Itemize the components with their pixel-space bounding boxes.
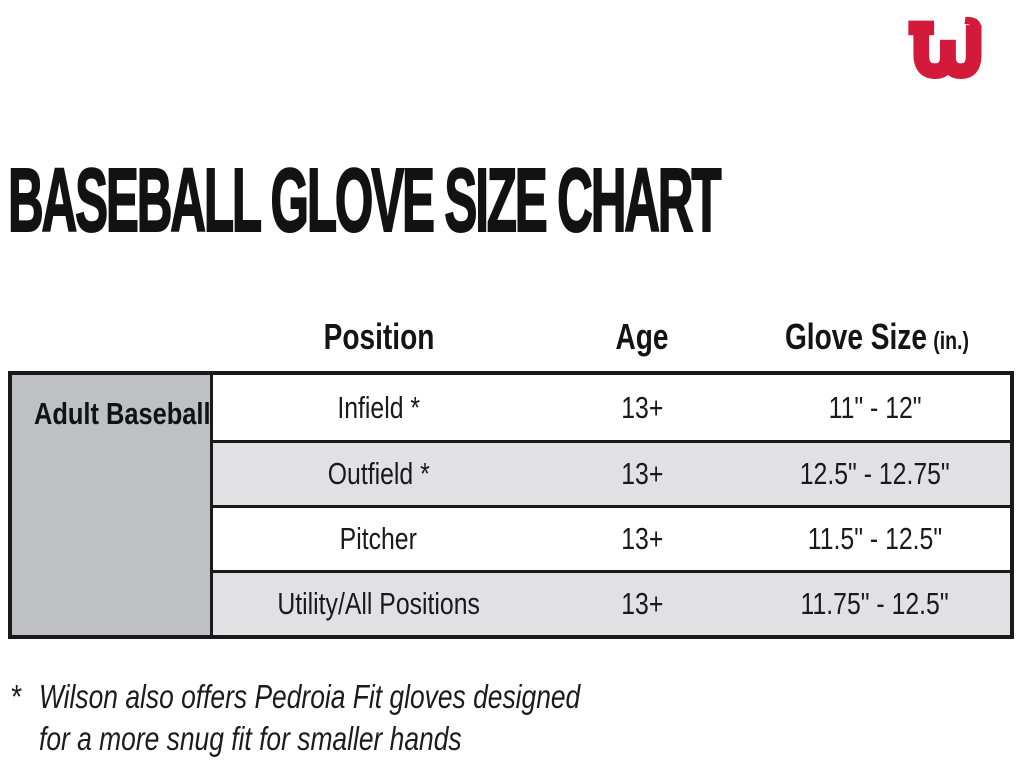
footnote-asterisk: * bbox=[10, 678, 21, 715]
glove-size-unit-label: (in.) bbox=[933, 327, 970, 355]
cell-glove-size: 11.75" - 12.5" bbox=[800, 586, 950, 621]
cell-position: Utility/All Positions bbox=[277, 586, 480, 621]
cell-age: 13+ bbox=[620, 389, 664, 425]
cell-glove-size: 11" - 12" bbox=[828, 389, 922, 425]
column-header-position: Position bbox=[323, 316, 434, 357]
cell-age: 13+ bbox=[620, 521, 664, 556]
header-spacer bbox=[8, 358, 213, 364]
cell-position: Pitcher bbox=[339, 521, 418, 556]
footnote-text: Wilson also offers Pedroia Fit gloves de… bbox=[38, 678, 581, 757]
cell-position: Infield * bbox=[337, 389, 420, 425]
cell-age: 13+ bbox=[620, 586, 664, 621]
wilson-w-logo-icon bbox=[908, 16, 982, 80]
table-body: Infield * 13+ 11" - 12" Outfield * 13+ 1… bbox=[213, 375, 1010, 635]
glove-size-table: Adult Baseball Infield * 13+ 11" - 12" O… bbox=[8, 371, 1014, 639]
table-header-row: Position Age Glove Size (in.) bbox=[8, 308, 1014, 364]
row-group-label-adult-baseball: Adult Baseball bbox=[12, 375, 213, 635]
footnote: * Wilson also offers Pedroia Fit gloves … bbox=[10, 676, 715, 760]
table-row-utility: Utility/All Positions 13+ 11.75" - 12.5" bbox=[213, 570, 1010, 635]
table-row-outfield: Outfield * 13+ 12.5" - 12.75" bbox=[213, 440, 1010, 505]
table-row-pitcher: Pitcher 13+ 11.5" - 12.5" bbox=[213, 505, 1010, 570]
cell-age: 13+ bbox=[620, 456, 664, 491]
cell-glove-size: 11.5" - 12.5" bbox=[807, 521, 943, 556]
column-header-age: Age bbox=[615, 316, 669, 357]
cell-position: Outfield * bbox=[327, 456, 430, 491]
column-header-glove-size: Glove Size (in.) bbox=[784, 316, 970, 357]
cell-glove-size: 12.5" - 12.75" bbox=[800, 456, 950, 491]
page-title: BASEBALL GLOVE SIZE CHART bbox=[7, 151, 722, 251]
table-row-infield: Infield * 13+ 11" - 12" bbox=[213, 375, 1010, 440]
